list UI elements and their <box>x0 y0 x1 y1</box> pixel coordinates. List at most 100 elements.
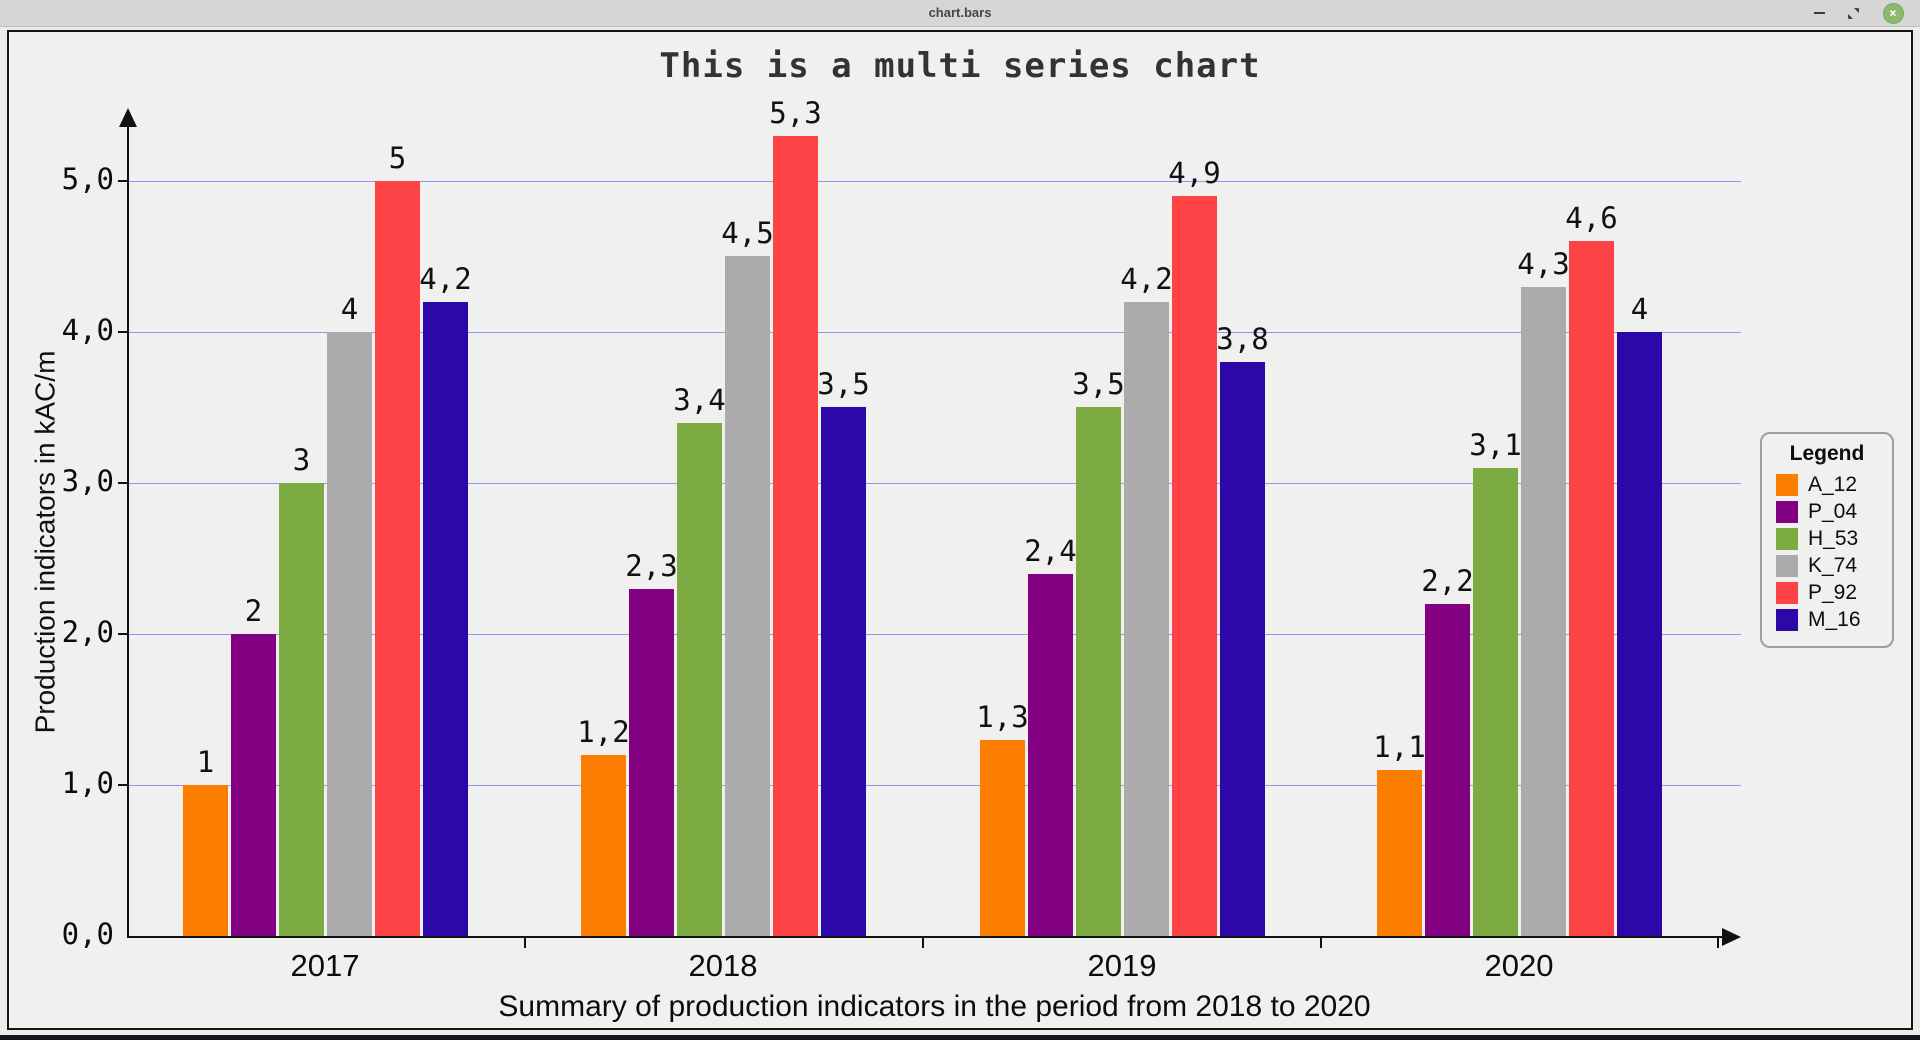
bar-P_04-2017 <box>231 634 276 936</box>
x-tick-label: 2019 <box>1087 948 1157 983</box>
chart-title: This is a multi series chart <box>659 46 1261 86</box>
bar-H_53-2017 <box>279 483 324 936</box>
bar-K_74-2018 <box>725 256 770 936</box>
gridline <box>128 181 1741 182</box>
bar-A_12-2017 <box>183 785 228 936</box>
y-tick-label: 5,0 <box>61 162 114 196</box>
minimize-button[interactable] <box>1804 0 1834 26</box>
y-axis-tick <box>118 482 128 484</box>
x-axis-arrow <box>1722 928 1741 946</box>
bar-H_53-2019 <box>1076 407 1121 936</box>
y-axis-tick <box>118 633 128 635</box>
legend-label: P_04 <box>1808 500 1858 523</box>
legend-items: A_12 P_04 H_53 K_74 P_92 M_16 <box>1762 473 1892 631</box>
bar-value-label: 1,2 <box>577 715 630 749</box>
legend-item-P_04: P_04 <box>1776 500 1892 523</box>
legend-label: M_16 <box>1808 608 1861 631</box>
bar-value-label: 2,2 <box>1421 564 1474 598</box>
bar-P_92-2020 <box>1569 241 1614 936</box>
close-icon: × <box>1882 2 1904 24</box>
bar-P_04-2019 <box>1028 574 1073 936</box>
bar-value-label: 4,9 <box>1168 156 1221 190</box>
x-tick-label: 2017 <box>290 948 360 983</box>
bar-value-label: 3,4 <box>673 383 726 417</box>
bar-K_74-2019 <box>1124 302 1169 936</box>
legend-title: Legend <box>1789 442 1865 465</box>
bar-M_16-2020 <box>1617 332 1662 936</box>
bar-K_74-2020 <box>1521 287 1566 936</box>
legend-label: P_92 <box>1808 581 1858 604</box>
legend-item-P_92: P_92 <box>1776 581 1892 604</box>
y-axis-tick <box>118 180 128 182</box>
bar-M_16-2019 <box>1220 362 1265 936</box>
y-tick-label: 0,0 <box>61 917 114 951</box>
legend-swatch-P_04 <box>1776 501 1798 523</box>
legend-label: A_12 <box>1808 473 1858 496</box>
bar-value-label: 4,3 <box>1517 247 1570 281</box>
bar-value-label: 4 <box>340 292 359 326</box>
y-tick-label: 1,0 <box>61 766 114 800</box>
gridline <box>128 332 1741 333</box>
legend-swatch-P_92 <box>1776 582 1798 604</box>
bar-value-label: 1 <box>196 745 215 779</box>
legend-swatch-H_53 <box>1776 528 1798 550</box>
y-tick-label: 3,0 <box>61 464 114 498</box>
gridline <box>128 634 1741 635</box>
y-axis-arrow <box>119 108 137 127</box>
maximize-button[interactable] <box>1838 0 1868 26</box>
legend-item-M_16: M_16 <box>1776 608 1892 631</box>
bar-P_04-2020 <box>1425 604 1470 936</box>
maximize-icon <box>1847 7 1859 19</box>
legend-item-K_74: K_74 <box>1776 554 1892 577</box>
legend-swatch-K_74 <box>1776 555 1798 577</box>
x-tick-label: 2018 <box>688 948 758 983</box>
bar-value-label: 2 <box>244 594 263 628</box>
gridline <box>128 483 1741 484</box>
y-tick-label: 4,0 <box>61 313 114 347</box>
x-axis-title: Summary of production indicators in the … <box>498 990 1371 1023</box>
y-axis-label-wrap: Production indicators in kAC/m <box>15 92 75 992</box>
bar-M_16-2017 <box>423 302 468 936</box>
bar-value-label: 3,5 <box>1072 367 1125 401</box>
bar-value-label: 3,1 <box>1469 428 1522 462</box>
x-axis-line <box>127 936 1724 938</box>
bar-value-label: 5 <box>388 141 407 175</box>
bar-H_53-2018 <box>677 423 722 936</box>
x-tick-label: 2020 <box>1484 948 1554 983</box>
legend-swatch-M_16 <box>1776 609 1798 631</box>
bar-A_12-2020 <box>1377 770 1422 936</box>
window-title: chart.bars <box>928 5 992 20</box>
bar-value-label: 4,6 <box>1565 201 1618 235</box>
x-axis-tick <box>922 937 924 948</box>
bar-value-label: 4,5 <box>721 216 774 250</box>
bar-P_92-2019 <box>1172 196 1217 936</box>
bar-K_74-2017 <box>327 332 372 936</box>
x-axis-tick <box>524 937 526 948</box>
bar-value-label: 4,2 <box>1120 262 1173 296</box>
minimize-icon <box>1813 12 1825 14</box>
bar-A_12-2018 <box>581 755 626 936</box>
bar-P_92-2017 <box>375 181 420 936</box>
legend-item-A_12: A_12 <box>1776 473 1892 496</box>
legend-item-H_53: H_53 <box>1776 527 1892 550</box>
y-tick-label: 2,0 <box>61 615 114 649</box>
legend-label: H_53 <box>1808 527 1859 550</box>
y-axis-tick <box>118 784 128 786</box>
legend-label: K_74 <box>1808 554 1858 577</box>
legend-swatch-A_12 <box>1776 474 1798 496</box>
close-button[interactable]: × <box>1878 0 1908 26</box>
bar-A_12-2019 <box>980 740 1025 936</box>
y-axis-line <box>127 125 129 938</box>
bar-value-label: 2,4 <box>1024 534 1077 568</box>
bar-value-label: 5,3 <box>769 96 822 130</box>
titlebar[interactable]: chart.bars × <box>0 0 1920 27</box>
bar-value-label: 3,5 <box>817 367 870 401</box>
bar-value-label: 3,8 <box>1216 322 1269 356</box>
window-bottom-edge <box>0 1035 1920 1040</box>
gridline <box>128 785 1741 786</box>
bar-M_16-2018 <box>821 407 866 936</box>
y-axis-label: Production indicators in kAC/m <box>29 350 61 734</box>
legend: Legend A_12 P_04 H_53 K_74 P_92 M_16 <box>1760 432 1894 648</box>
bar-H_53-2020 <box>1473 468 1518 936</box>
